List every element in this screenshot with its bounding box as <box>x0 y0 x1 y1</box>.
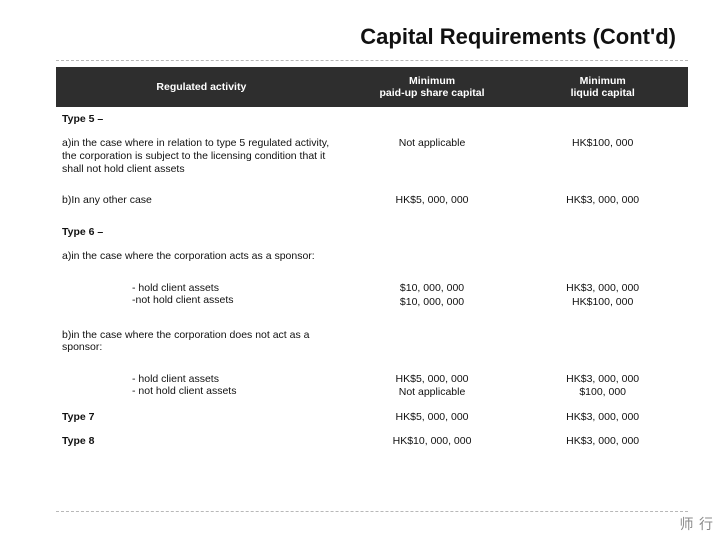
cell-paidup: HK$5, 000, 000 <box>347 405 518 429</box>
slide: Capital Requirements (Cont'd) Regulated … <box>0 0 720 540</box>
cell-paidup <box>347 315 518 359</box>
cell-paidup <box>347 220 518 244</box>
bottom-divider <box>56 511 688 512</box>
cell-liquid <box>517 220 688 244</box>
cell-liquid <box>517 315 688 359</box>
sub-line: - not hold client assets <box>62 385 341 397</box>
value-line: HK$3, 000, 000 <box>566 373 639 385</box>
col-header-paidup-l1: Minimum <box>409 75 455 87</box>
col-header-liquid-l1: Minimum <box>580 75 626 87</box>
cell-activity: Type 7 <box>56 405 347 429</box>
table-row: Type 6 – <box>56 220 688 244</box>
table-row: a)in the case where in relation to type … <box>56 131 688 182</box>
col-header-liquid-l2: liquid capital <box>571 87 635 99</box>
cell-activity: Type 5 – <box>56 107 347 131</box>
cell-paidup <box>347 244 518 268</box>
cell-activity: b)In any other case <box>56 182 347 220</box>
cell-liquid <box>517 107 688 131</box>
value-line: HK$100, 000 <box>572 296 633 308</box>
sub-line: - hold client assets <box>62 373 341 385</box>
capital-requirements-table: Regulated activity Minimum paid-up share… <box>56 67 688 453</box>
cell-activity: Type 6 – <box>56 220 347 244</box>
cell-paidup: HK$10, 000, 000 <box>347 429 518 453</box>
sub-line: -not hold client assets <box>62 294 341 306</box>
page-title: Capital Requirements (Cont'd) <box>56 24 688 50</box>
cell-activity: - hold client assets -not hold client as… <box>56 268 347 314</box>
cell-paidup: HK$5, 000, 000 Not applicable <box>347 359 518 405</box>
table-row: b)In any other case HK$5, 000, 000 HK$3,… <box>56 182 688 220</box>
cell-liquid: HK$3, 000, 000 <box>517 405 688 429</box>
cell-activity: a)in the case where in relation to type … <box>56 131 347 182</box>
col-header-activity: Regulated activity <box>56 67 347 107</box>
table-header-row: Regulated activity Minimum paid-up share… <box>56 67 688 107</box>
cell-liquid: HK$3, 000, 000 <box>517 429 688 453</box>
cell-paidup: $10, 000, 000 $10, 000, 000 <box>347 268 518 314</box>
cell-paidup <box>347 107 518 131</box>
table-row: b)in the case where the corporation does… <box>56 315 688 359</box>
col-header-paidup-l2: paid-up share capital <box>380 87 485 99</box>
cell-liquid: HK$3, 000, 000 <box>517 182 688 220</box>
table-row: Type 7 HK$5, 000, 000 HK$3, 000, 000 <box>56 405 688 429</box>
col-header-liquid: Minimum liquid capital <box>517 67 688 107</box>
cell-activity: - hold client assets - not hold client a… <box>56 359 347 405</box>
cell-liquid: HK$3, 000, 000 HK$100, 000 <box>517 268 688 314</box>
cell-liquid <box>517 244 688 268</box>
table-row: - hold client assets - not hold client a… <box>56 359 688 405</box>
cell-activity: a)in the case where the corporation acts… <box>56 244 347 268</box>
value-line: HK$3, 000, 000 <box>566 282 639 294</box>
value-line: $100, 000 <box>579 386 626 398</box>
cell-activity: Type 8 <box>56 429 347 453</box>
table-row: a)in the case where the corporation acts… <box>56 244 688 268</box>
cell-paidup: Not applicable <box>347 131 518 182</box>
value-line: Not applicable <box>399 386 466 398</box>
table-row: - hold client assets -not hold client as… <box>56 268 688 314</box>
cell-liquid: HK$100, 000 <box>517 131 688 182</box>
table-row: Type 5 – <box>56 107 688 131</box>
value-line: $10, 000, 000 <box>400 282 464 294</box>
cell-paidup: HK$5, 000, 000 <box>347 182 518 220</box>
value-line: $10, 000, 000 <box>400 296 464 308</box>
cell-activity: b)in the case where the corporation does… <box>56 315 347 359</box>
cell-liquid: HK$3, 000, 000 $100, 000 <box>517 359 688 405</box>
col-header-paidup: Minimum paid-up share capital <box>347 67 518 107</box>
sub-line: - hold client assets <box>62 282 341 294</box>
top-divider <box>56 60 688 61</box>
value-line: HK$5, 000, 000 <box>396 373 469 385</box>
watermark-text: 师 行 <box>680 514 715 534</box>
table-row: Type 8 HK$10, 000, 000 HK$3, 000, 000 <box>56 429 688 453</box>
